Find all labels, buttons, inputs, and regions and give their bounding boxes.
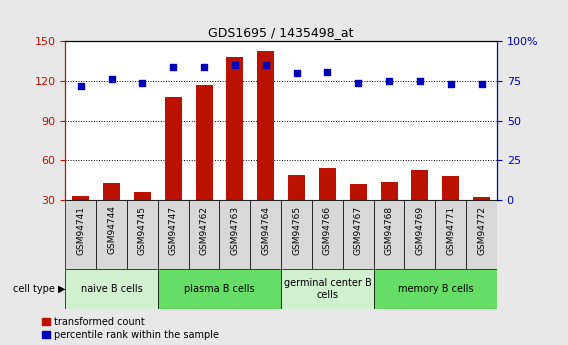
Bar [103, 183, 120, 200]
Bar [189, 200, 219, 269]
Bar [65, 200, 96, 269]
Bar [374, 200, 404, 269]
Bar [281, 200, 312, 269]
Bar [219, 200, 250, 269]
Point [199, 64, 208, 70]
Point [107, 77, 116, 82]
Text: germinal center B
cells: germinal center B cells [283, 278, 371, 300]
Point [231, 62, 240, 68]
Point [169, 64, 178, 70]
Text: GSM94745: GSM94745 [138, 206, 147, 255]
Bar [404, 200, 435, 269]
Bar [165, 97, 182, 200]
Bar [319, 168, 336, 200]
Bar [435, 200, 466, 269]
Text: GSM94764: GSM94764 [261, 206, 270, 255]
Bar [134, 192, 151, 200]
Point [323, 69, 332, 74]
Point [477, 81, 486, 87]
Point [261, 62, 270, 68]
Bar [250, 200, 281, 269]
Bar [312, 200, 343, 269]
Text: GSM94769: GSM94769 [415, 206, 424, 255]
Bar [281, 269, 374, 309]
Text: GSM94768: GSM94768 [385, 206, 394, 255]
Text: naive B cells: naive B cells [81, 284, 143, 294]
Bar [158, 269, 281, 309]
Text: GSM94767: GSM94767 [354, 206, 363, 255]
Bar [473, 197, 490, 200]
Text: GSM94747: GSM94747 [169, 206, 178, 255]
Bar [442, 176, 459, 200]
Bar [65, 269, 158, 309]
Point [415, 78, 424, 84]
Point [385, 78, 394, 84]
Text: plasma B cells: plasma B cells [184, 284, 255, 294]
Bar [72, 196, 89, 200]
Point [292, 70, 301, 76]
Bar [381, 181, 398, 200]
Point [354, 80, 363, 86]
Text: GSM94765: GSM94765 [292, 206, 301, 255]
Bar [350, 184, 367, 200]
Bar [127, 200, 158, 269]
Text: GSM94741: GSM94741 [76, 206, 85, 255]
Bar [227, 57, 243, 200]
Bar [466, 200, 497, 269]
Bar [343, 200, 374, 269]
Bar [158, 200, 189, 269]
Bar [374, 269, 497, 309]
Text: GSM94772: GSM94772 [477, 206, 486, 255]
Text: GSM94744: GSM94744 [107, 206, 116, 255]
Text: memory B cells: memory B cells [398, 284, 473, 294]
Text: GSM94762: GSM94762 [199, 206, 208, 255]
Bar [257, 51, 274, 200]
Text: GSM94763: GSM94763 [231, 206, 239, 255]
Text: cell type ▶: cell type ▶ [13, 284, 65, 294]
Bar [411, 170, 428, 200]
Legend: transformed count, percentile rank within the sample: transformed count, percentile rank withi… [42, 317, 219, 339]
Point [76, 83, 85, 89]
Point [446, 81, 456, 87]
Text: GSM94771: GSM94771 [446, 206, 455, 255]
Point [138, 80, 147, 86]
Text: GSM94766: GSM94766 [323, 206, 332, 255]
Bar [288, 175, 305, 200]
Bar [96, 200, 127, 269]
Title: GDS1695 / 1435498_at: GDS1695 / 1435498_at [208, 26, 354, 39]
Bar [195, 85, 212, 200]
